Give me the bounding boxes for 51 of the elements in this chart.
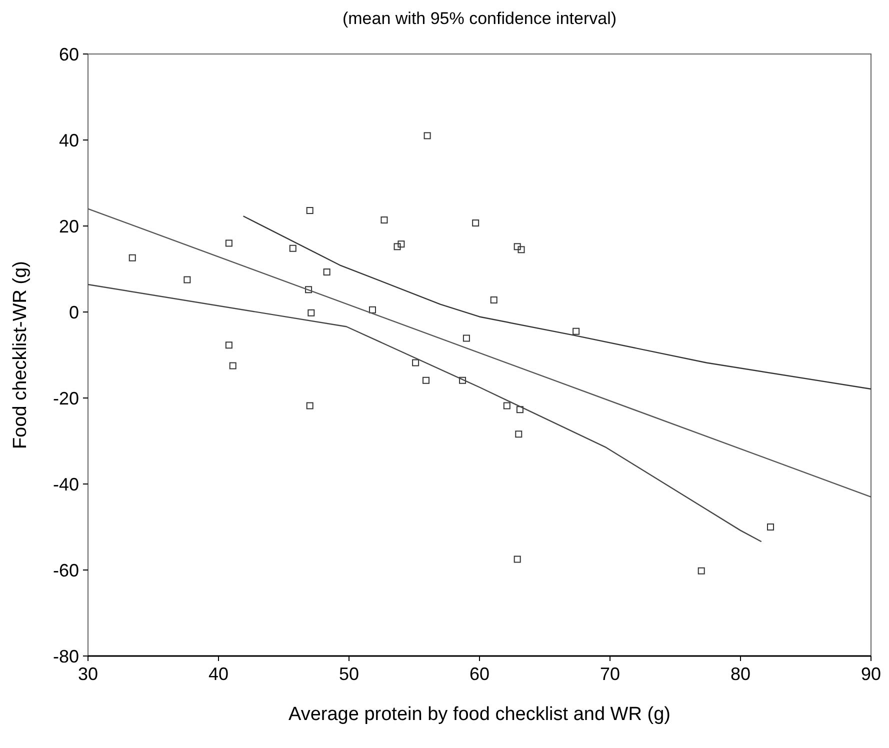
point: [398, 240, 405, 248]
x-tick-label: 70: [600, 664, 620, 684]
x-tick-label: 50: [338, 664, 360, 684]
x-tick-label: 40: [208, 664, 229, 684]
x-tick-label: 60: [469, 664, 490, 684]
y-tick-label: -40: [52, 474, 79, 494]
y-tick-label: -80: [52, 646, 79, 666]
point: [472, 219, 480, 226]
point: [698, 567, 705, 574]
point: [490, 296, 498, 304]
point: [306, 402, 314, 410]
line-series: [242, 216, 872, 390]
y-axis-title: Food checklist-WR (g): [10, 261, 31, 449]
y-tick-label: -60: [52, 560, 79, 580]
point: [516, 406, 524, 414]
chart-title: (mean with 95% confidence interval): [342, 9, 617, 28]
point: [412, 359, 420, 366]
point: [462, 334, 470, 342]
line-series: [87, 284, 762, 542]
y-tick-label: 0: [68, 302, 79, 322]
point: [306, 207, 314, 214]
x-tick-label: 80: [730, 664, 751, 684]
y-tick-label: 40: [58, 130, 79, 150]
x-axis-title: Average protein by food checklist and WR (g): [288, 704, 670, 725]
point: [767, 524, 774, 530]
point: [323, 268, 330, 276]
point: [305, 286, 312, 294]
point: [572, 328, 580, 335]
point: [459, 376, 466, 384]
point: [225, 342, 232, 349]
point: [422, 376, 430, 384]
point: [289, 244, 296, 252]
point: [380, 216, 388, 224]
point: [518, 246, 525, 254]
point: [515, 430, 522, 438]
x-tick-label: 90: [860, 664, 882, 684]
point: [424, 132, 431, 140]
point: [514, 556, 521, 563]
point: [184, 276, 191, 284]
y-tick-label: 60: [58, 44, 79, 64]
y-tick-label: 20: [58, 216, 79, 236]
point: [503, 402, 510, 410]
point: [128, 254, 136, 262]
point: [225, 240, 232, 247]
x-tick-label: 30: [78, 664, 98, 684]
point: [229, 362, 236, 370]
y-tick-label: -20: [52, 388, 79, 408]
point: [368, 306, 376, 314]
point: [308, 309, 315, 316]
point: [394, 243, 401, 250]
point: [514, 243, 521, 250]
